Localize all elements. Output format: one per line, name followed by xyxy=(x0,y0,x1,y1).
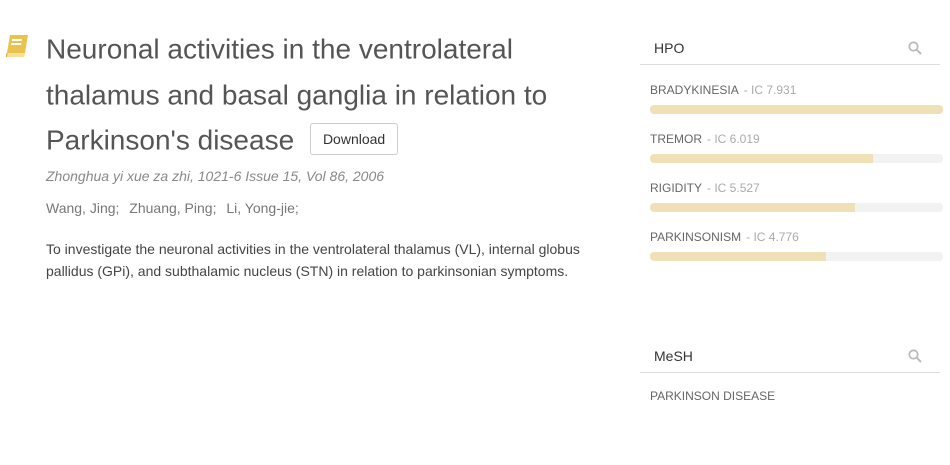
hpo-term-ic: - IC 7.931 xyxy=(743,83,797,97)
hpo-term-ic: - IC 4.776 xyxy=(746,230,799,244)
hpo-term-bar-track xyxy=(650,203,943,212)
hpo-term-list: BRADYKINESIA - IC 7.931 TREMOR - IC 6.019 RI… xyxy=(640,81,943,261)
hpo-term-name[interactable]: PARKINSONISM xyxy=(650,230,742,244)
article-abstract: To investigate the neuronal activities i… xyxy=(46,241,580,279)
article-title-text: Neuronal activities in the ventrolateral… xyxy=(46,33,548,156)
hpo-term[interactable]: TREMOR - IC 6.019 xyxy=(640,130,943,163)
hpo-panel: HPO BRADYKINESIA - IC 7.931 TREMOR - IC 6.0… xyxy=(640,32,943,261)
hpo-term[interactable]: RIGIDITY - IC 5.527 xyxy=(640,179,943,212)
author-link[interactable]: Wang, Jing; xyxy=(46,200,120,216)
hpo-term-bar-fill xyxy=(650,203,856,212)
hpo-term-bar-fill xyxy=(650,105,943,114)
hpo-term-bar-track xyxy=(650,105,943,114)
author-link[interactable]: Li, Yong-jie; xyxy=(226,200,299,216)
hpo-term-bar-fill xyxy=(650,154,873,163)
mesh-search-label: MeSH xyxy=(654,348,693,364)
hpo-term[interactable]: BRADYKINESIA - IC 7.931 xyxy=(640,81,943,114)
book-icon xyxy=(5,35,28,58)
mesh-term-list: PARKINSON DISEASE xyxy=(640,389,940,403)
mesh-panel: MeSH PARKINSON DISEASE xyxy=(640,340,940,403)
hpo-term-name[interactable]: TREMOR xyxy=(650,132,702,146)
search-icon[interactable] xyxy=(908,41,922,55)
download-button[interactable]: Download xyxy=(309,122,399,155)
article-title: Neuronal activities in the ventrolateral… xyxy=(46,26,606,163)
author-link[interactable]: Zhuang, Ping; xyxy=(129,200,217,216)
hpo-term-ic: - IC 6.019 xyxy=(707,132,760,146)
hpo-term-name[interactable]: BRADYKINESIA xyxy=(650,83,739,97)
hpo-term-bar-track xyxy=(650,154,943,163)
hpo-search-box[interactable]: HPO xyxy=(640,32,940,65)
hpo-term-ic: - IC 5.527 xyxy=(707,181,760,195)
hpo-term-bar-fill xyxy=(650,252,826,261)
mesh-search-box[interactable]: MeSH xyxy=(640,340,940,373)
hpo-term-name[interactable]: RIGIDITY xyxy=(650,181,703,195)
search-icon[interactable] xyxy=(908,349,922,363)
hpo-search-label: HPO xyxy=(654,40,685,56)
mesh-term[interactable]: PARKINSON DISEASE xyxy=(650,389,776,403)
hpo-term[interactable]: PARKINSONISM - IC 4.776 xyxy=(640,228,943,261)
author-list: Wang, Jing; Zhuang, Ping; Li, Yong-jie; xyxy=(46,200,305,216)
journal-citation: Zhonghua yi xue za zhi, 1021-6 Issue 15,… xyxy=(46,168,385,184)
hpo-term-bar-track xyxy=(650,252,943,261)
